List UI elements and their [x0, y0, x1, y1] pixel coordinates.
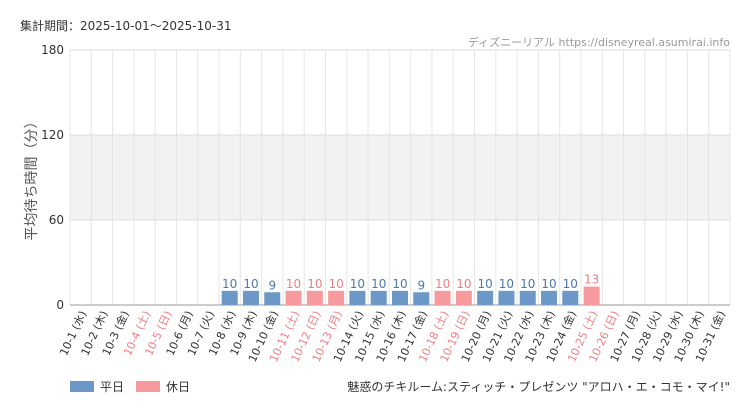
attraction-name: 魅惑のチキルーム:スティッチ・プレゼンツ "アロハ・エ・コモ・マイ!" — [347, 380, 730, 394]
data-label: 10 — [371, 277, 386, 291]
bar — [413, 292, 430, 305]
data-label: 10 — [563, 277, 578, 291]
data-label: 10 — [435, 277, 450, 291]
bar — [562, 290, 579, 305]
data-label: 10 — [243, 277, 258, 291]
period-label: 集計期間：2025-10-01～2025-10-31 — [20, 19, 232, 33]
bar — [477, 290, 494, 305]
data-label: 13 — [584, 273, 599, 287]
y-axis-label: 平均待ち時間（分） — [24, 115, 40, 241]
data-label: 10 — [499, 277, 514, 291]
chart-legend: 平日 休日 — [70, 378, 202, 395]
data-label: 9 — [417, 278, 425, 292]
data-label: 10 — [286, 277, 301, 291]
legend-holiday-swatch — [136, 381, 161, 392]
data-label: 10 — [350, 277, 365, 291]
data-label: 10 — [541, 277, 556, 291]
data-label: 10 — [392, 277, 407, 291]
bar — [583, 286, 600, 305]
legend-holiday-label: 休日 — [166, 380, 191, 394]
bar — [264, 292, 281, 305]
y-tick-label: 0 — [56, 298, 64, 312]
y-tick-label: 180 — [41, 43, 64, 57]
legend-weekday-label: 平日 — [100, 380, 125, 394]
legend-weekday: 平日 — [70, 378, 124, 395]
data-label: 10 — [456, 277, 471, 291]
data-label: 10 — [520, 277, 535, 291]
bar — [285, 290, 302, 305]
y-tick-label: 120 — [41, 128, 64, 142]
bar — [328, 290, 345, 305]
bar — [306, 290, 323, 305]
grid-band — [70, 135, 730, 220]
bar — [519, 290, 536, 305]
bar — [455, 290, 472, 305]
bar — [541, 290, 558, 305]
bar — [349, 290, 366, 305]
legend-holiday: 休日 — [136, 378, 190, 395]
bar — [498, 290, 515, 305]
bar — [392, 290, 408, 305]
bar — [370, 290, 387, 305]
data-label: 10 — [222, 277, 237, 291]
data-label: 10 — [307, 277, 322, 291]
data-label: 9 — [268, 278, 276, 292]
bar — [434, 290, 451, 305]
y-tick-label: 60 — [49, 213, 64, 227]
legend-weekday-swatch — [70, 381, 94, 392]
site-credit: ディズニーリアル https://disneyreal.asumirai.inf… — [467, 36, 730, 49]
data-label: 10 — [328, 277, 343, 291]
bar — [242, 290, 259, 305]
bar — [221, 290, 238, 305]
data-label: 10 — [478, 277, 493, 291]
